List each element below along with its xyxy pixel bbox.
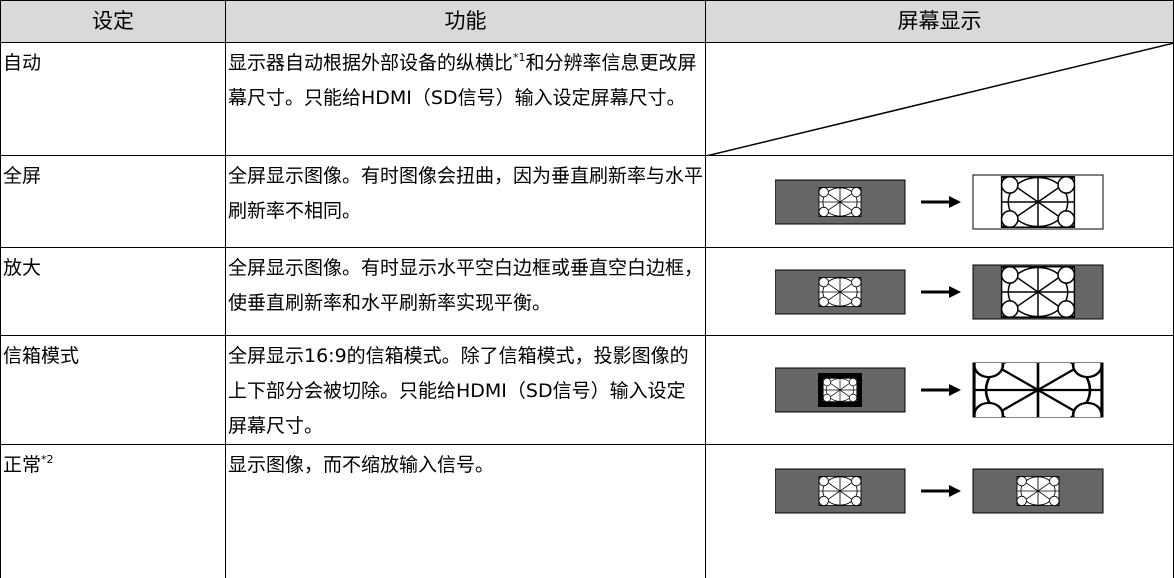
function-cell: 显示图像，而不缩放输入信号。 xyxy=(225,444,706,578)
row: 信箱模式 全屏显示16:9的信箱模式。除了信箱模式，投影图像的上下部分会被切除。… xyxy=(0,335,1174,445)
row: 放大 全屏显示图像。有时显示水平空白边框或垂直空白边框，使垂直刷新率和水平刷新率… xyxy=(0,247,1174,336)
display-cell xyxy=(705,155,1174,248)
function-cell: 全屏显示图像。有时显示水平空白边框或垂直空白边框，使垂直刷新率和水平刷新率实现平… xyxy=(225,247,706,336)
header-cell: 功能 xyxy=(225,0,706,43)
row: 全屏 全屏显示图像。有时图像会扭曲，因为垂直刷新率与水平刷新率不相同。 xyxy=(0,155,1174,248)
setting-cell: 放大 xyxy=(0,247,226,336)
header-cell: 设定 xyxy=(0,0,226,43)
function-cell: 全屏显示16:9的信箱模式。除了信箱模式，投影图像的上下部分会被切除。只能给HD… xyxy=(225,335,706,445)
setting-cell: 全屏 xyxy=(0,155,226,248)
display-illustration xyxy=(774,468,1103,514)
diagonal xyxy=(706,43,1174,156)
display-cell xyxy=(705,247,1174,336)
header-row: 设定 功能 屏幕显示 xyxy=(0,0,1174,43)
display-illustration xyxy=(774,174,1103,229)
setting-cell: 信箱模式 xyxy=(0,335,226,445)
row: 正常*2 显示图像，而不缩放输入信号。 xyxy=(0,444,1174,578)
setting-cell: 自动 xyxy=(0,42,226,156)
function-text: 显示器自动根据外部设备的纵横比 xyxy=(228,52,514,74)
display-illustration xyxy=(774,264,1103,319)
function-cell: 显示器自动根据外部设备的纵横比*1和分辨率信息更改屏幕尺寸。只能给HDMI（SD… xyxy=(225,42,706,156)
display-cell xyxy=(705,42,1174,156)
setting-text: 正常 xyxy=(3,454,42,476)
footnote-ref: *1 xyxy=(513,51,526,64)
display-cell xyxy=(705,444,1174,578)
footnote-ref: *2 xyxy=(41,453,54,466)
header-cell: 屏幕显示 xyxy=(705,0,1174,43)
row: 自动 显示器自动根据外部设备的纵横比*1和分辨率信息更改屏幕尺寸。只能给HDMI… xyxy=(0,42,1174,156)
function-text: 和分辨率信息更改屏幕尺寸。只能给HDMI（SD信号）输入设定屏幕尺寸。 xyxy=(228,52,697,109)
function-cell: 全屏显示图像。有时图像会扭曲，因为垂直刷新率与水平刷新率不相同。 xyxy=(225,155,706,248)
display-illustration xyxy=(774,362,1103,418)
display-cell xyxy=(705,335,1174,445)
setting-cell: 正常*2 xyxy=(0,444,226,578)
